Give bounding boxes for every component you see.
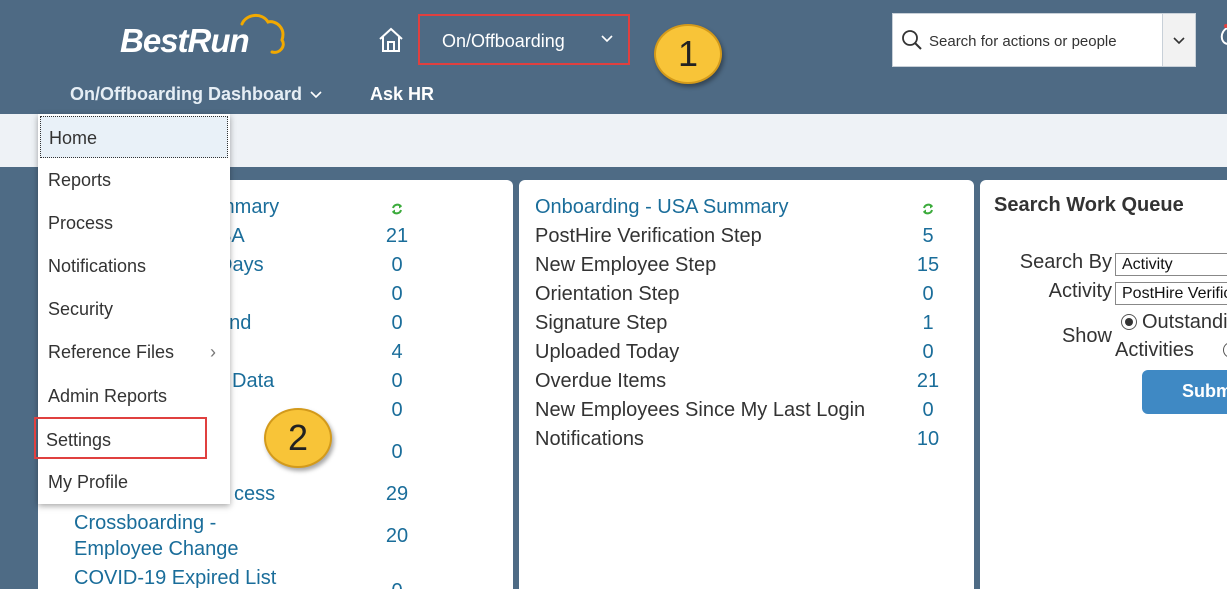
list-item: New Employees Since My Last Login [535, 399, 866, 421]
show-label: Show [1061, 325, 1112, 347]
list-item-value[interactable]: 0 [391, 312, 403, 334]
list-item-value[interactable]: 10 [916, 428, 940, 450]
chevron-down-icon [310, 91, 322, 99]
list-item-value[interactable]: 0 [922, 341, 934, 363]
list-item[interactable]: cess [234, 483, 276, 505]
list-item[interactable]: Data [232, 370, 275, 392]
search-work-queue-tile: Search Work Queue Search By Activity Act… [980, 180, 1227, 589]
tile-title: Search Work Queue [994, 194, 1184, 216]
search-dropdown-button[interactable] [1162, 14, 1195, 66]
menu-item-process[interactable]: Process [48, 213, 114, 233]
list-item: Overdue Items [535, 370, 667, 392]
list-item-value[interactable]: 21 [916, 370, 940, 392]
home-icon[interactable] [376, 25, 406, 55]
app-header: BestRun On/Offboarding 1 On/Offbo [0, 0, 1227, 114]
outstanding-radio-label: Outstanding [1142, 311, 1227, 333]
module-switcher-button[interactable]: On/Offboarding [418, 14, 630, 65]
list-item: Uploaded Today [535, 341, 680, 363]
menu-item-reference-files[interactable]: Reference Files › [38, 331, 230, 373]
list-item-value[interactable]: 0 [922, 283, 934, 305]
list-item: Signature Step [535, 312, 668, 334]
menu-item-admin-reports[interactable]: Admin Reports [48, 386, 168, 406]
search-box[interactable] [892, 13, 1196, 67]
chevron-right-icon: › [210, 342, 216, 362]
list-item-value[interactable]: 15 [916, 254, 940, 276]
dashboard-dropdown-menu: Home Reports Process Notifications Secur… [34, 114, 230, 504]
submit-button[interactable]: Submit [1142, 370, 1227, 414]
menu-item-settings[interactable]: Settings [34, 417, 207, 459]
activity-select[interactable]: PostHire Verification [1115, 282, 1227, 305]
list-item-value[interactable]: 0 [391, 370, 403, 392]
list-item: Orientation Step [535, 283, 680, 305]
refresh-icon[interactable] [921, 202, 935, 216]
list-item-value[interactable]: 20 [385, 525, 409, 547]
search-by-select[interactable]: Activity [1115, 253, 1227, 276]
activity-label: Activity [1048, 280, 1112, 302]
list-item-value[interactable]: 1 [922, 312, 934, 334]
list-item[interactable]: COVID-19 Expired List [74, 567, 277, 589]
list-item[interactable]: Crossboarding - [74, 512, 217, 534]
list-item: New Employee Step [535, 254, 717, 276]
menu-item-home[interactable]: Home [40, 116, 228, 158]
onboarding-summary-tile: Onboarding - USA Summary PostHire Verifi… [519, 180, 974, 589]
search-icon [902, 30, 922, 50]
menu-item-label: Reference Files [48, 342, 175, 362]
bestrun-logo[interactable]: BestRun [120, 14, 290, 64]
tile-title[interactable]: Onboarding - USA Summary [535, 196, 789, 218]
search-by-label: Search By [1019, 251, 1112, 273]
menu-item-security[interactable]: Security [48, 299, 114, 319]
search-input[interactable] [929, 30, 1161, 52]
refresh-icon[interactable] [390, 202, 404, 216]
menu-item-notifications[interactable]: Notifications [48, 256, 147, 276]
list-item: Notifications [535, 428, 644, 450]
menu-item-reports[interactable]: Reports [48, 170, 112, 190]
chevron-down-icon [601, 35, 613, 43]
list-item-value[interactable]: 0 [922, 399, 934, 421]
chevron-down-icon [1173, 37, 1185, 45]
list-item: PostHire Verification Step [535, 225, 762, 247]
callout-1: 1 [654, 24, 722, 84]
list-item-value[interactable]: 29 [385, 483, 409, 505]
ask-hr-nav[interactable]: Ask HR [370, 84, 435, 104]
list-item-value[interactable]: 21 [385, 225, 409, 247]
tile-title[interactable]: mmary [218, 196, 280, 218]
list-item-value[interactable]: 0 [377, 580, 417, 589]
outstanding-radio[interactable] [1121, 314, 1137, 330]
bell-icon[interactable] [1214, 24, 1227, 50]
module-label: On/Offboarding [442, 31, 565, 51]
list-item-value[interactable]: 4 [391, 341, 403, 363]
list-item-value[interactable]: 0 [391, 399, 403, 421]
list-item-line2[interactable]: Employee Change [74, 538, 239, 560]
list-item-value[interactable]: 5 [922, 225, 934, 247]
other-radio[interactable] [1223, 342, 1227, 358]
list-item-value[interactable]: 0 [391, 254, 403, 276]
logo-text: BestRun [120, 22, 250, 59]
dashboard-nav-menu[interactable]: On/Offboarding Dashboard [70, 84, 323, 105]
cloud-icon [240, 14, 285, 54]
outstanding-radio-label-line2: Activities [1115, 339, 1194, 361]
dashboard-nav-label: On/Offboarding Dashboard [70, 84, 302, 104]
callout-2: 2 [264, 408, 332, 468]
list-item-value[interactable]: 0 [391, 441, 403, 463]
menu-item-my-profile[interactable]: My Profile [48, 472, 129, 492]
list-item-value[interactable]: 0 [391, 283, 403, 305]
